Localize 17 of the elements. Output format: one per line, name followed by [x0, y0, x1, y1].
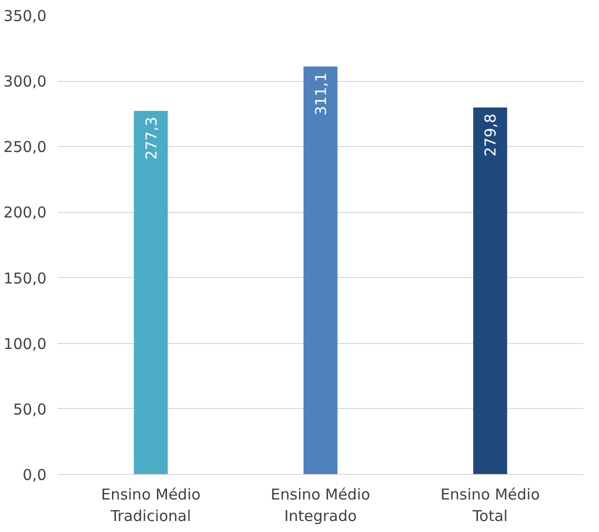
- y-tick-label: 300,0: [4, 72, 47, 91]
- y-tick-label: 100,0: [4, 334, 47, 353]
- bar: [304, 66, 338, 474]
- y-tick-label: 350,0: [4, 7, 47, 25]
- y-tick-label: 150,0: [4, 269, 47, 288]
- x-tick-label: Ensino Médio Integrado: [270, 486, 370, 526]
- bar: [473, 108, 508, 474]
- y-tick-label: 0,0: [22, 466, 47, 484]
- y-tick-label: 250,0: [4, 138, 47, 156]
- bar: [134, 110, 168, 474]
- data-label: 279,8: [482, 114, 500, 157]
- x-tick-label: Ensino Médio Total: [440, 486, 540, 526]
- x-tick-label: Ensino Médio Tradicional: [101, 486, 201, 526]
- data-label: 277,3: [142, 116, 160, 160]
- y-tick-label: 200,0: [4, 204, 47, 222]
- y-tick-label: 50,0: [13, 400, 47, 418]
- data-label: 311,1: [312, 72, 330, 116]
